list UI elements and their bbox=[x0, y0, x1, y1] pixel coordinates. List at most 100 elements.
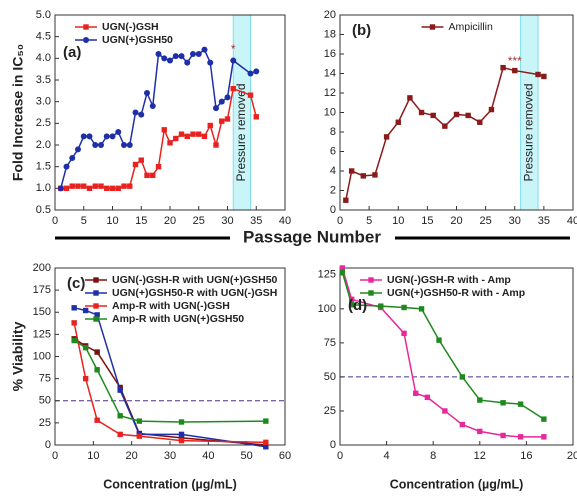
marker bbox=[339, 269, 346, 275]
marker bbox=[144, 172, 150, 179]
annotation: * bbox=[231, 42, 236, 56]
x-tick-label: 20 bbox=[126, 450, 138, 462]
legend-label: UGN(+)GSH50-R with UGN(-)GSH bbox=[112, 287, 277, 299]
marker bbox=[82, 375, 89, 382]
legend-label: Amp-R with UGN(-)GSH bbox=[112, 300, 230, 312]
label-bg bbox=[230, 226, 395, 248]
y-tick-label: 2.0 bbox=[36, 139, 51, 151]
marker bbox=[429, 24, 436, 30]
marker bbox=[161, 55, 168, 62]
marker bbox=[459, 374, 466, 380]
marker bbox=[230, 85, 236, 92]
marker bbox=[132, 109, 139, 116]
marker bbox=[121, 142, 127, 148]
y-tick-label: 75 bbox=[324, 337, 336, 349]
marker bbox=[190, 131, 196, 137]
marker bbox=[401, 330, 407, 337]
series-line bbox=[73, 339, 266, 423]
x-tick-label: 4 bbox=[384, 450, 390, 462]
marker bbox=[407, 95, 413, 101]
marker bbox=[117, 413, 123, 419]
y-tick-label: 2.5 bbox=[36, 117, 51, 129]
legend-label: UGN(+)GSH50 bbox=[102, 34, 173, 46]
x-tick-label: 10 bbox=[87, 450, 99, 462]
marker bbox=[517, 434, 524, 440]
marker bbox=[117, 431, 123, 438]
y-tick-label: 0 bbox=[45, 439, 51, 451]
marker bbox=[263, 444, 269, 450]
x-tick-label: 20 bbox=[164, 215, 176, 227]
x-tick-label: 0 bbox=[337, 450, 343, 462]
annotation: *** bbox=[508, 54, 522, 68]
y-tick-label: 25 bbox=[39, 417, 51, 429]
marker bbox=[94, 349, 100, 355]
y-tick-label: 100 bbox=[318, 303, 336, 315]
x-tick-label: 0 bbox=[337, 215, 343, 227]
marker bbox=[541, 416, 547, 422]
y-axis-label: % Viability bbox=[10, 321, 26, 391]
y-tick-label: 1.0 bbox=[36, 182, 51, 194]
marker bbox=[167, 140, 173, 146]
marker bbox=[477, 119, 483, 125]
y-axis-label: Fold Increase in IC₅₀ bbox=[10, 44, 26, 181]
plot-frame bbox=[339, 267, 574, 446]
marker bbox=[57, 185, 64, 192]
panel-label: (c) bbox=[67, 275, 85, 292]
y-tick-label: 16 bbox=[324, 48, 336, 60]
y-tick-label: 0.5 bbox=[36, 204, 51, 216]
marker bbox=[190, 51, 196, 57]
marker bbox=[173, 135, 179, 142]
marker bbox=[500, 64, 506, 71]
y-tick-label: 50 bbox=[39, 395, 51, 407]
y-tick-label: 14 bbox=[324, 67, 336, 79]
marker bbox=[459, 421, 466, 428]
marker bbox=[172, 53, 179, 60]
x-tick-label: 20 bbox=[567, 450, 577, 462]
marker bbox=[541, 434, 547, 440]
y-tick-label: 125 bbox=[318, 269, 336, 281]
marker bbox=[230, 57, 237, 64]
shade-label: Pressure removed bbox=[234, 83, 248, 181]
y-tick-label: 5.0 bbox=[36, 9, 51, 21]
x-tick-label: 15 bbox=[135, 215, 147, 227]
marker bbox=[184, 59, 191, 66]
marker bbox=[436, 337, 442, 343]
series-line bbox=[73, 307, 266, 448]
marker bbox=[247, 92, 254, 98]
marker bbox=[115, 129, 122, 135]
marker bbox=[348, 302, 355, 308]
series-line bbox=[345, 66, 545, 201]
marker bbox=[93, 290, 99, 296]
marker bbox=[93, 316, 99, 322]
marker bbox=[75, 183, 81, 189]
x-tick-label: 0 bbox=[52, 450, 58, 462]
x-tick-label: 60 bbox=[279, 450, 291, 462]
marker bbox=[378, 303, 384, 309]
y-tick-label: 0 bbox=[330, 439, 336, 451]
y-tick-label: 50 bbox=[324, 371, 336, 383]
marker bbox=[247, 70, 254, 77]
legend-label: UGN(-)GSH-R with UGN(+)GSH50 bbox=[112, 274, 278, 286]
marker bbox=[138, 111, 145, 118]
marker bbox=[224, 116, 231, 122]
marker bbox=[343, 197, 349, 203]
y-tick-label: 4.5 bbox=[36, 31, 51, 43]
marker bbox=[413, 390, 419, 396]
marker bbox=[144, 90, 150, 96]
marker bbox=[93, 277, 99, 283]
x-tick-label: 20 bbox=[450, 215, 462, 227]
marker bbox=[207, 122, 213, 129]
y-tick-label: 125 bbox=[33, 328, 51, 340]
marker bbox=[184, 133, 190, 140]
marker bbox=[368, 277, 374, 283]
marker bbox=[195, 51, 202, 57]
marker bbox=[500, 400, 506, 406]
marker bbox=[161, 127, 167, 133]
x-tick-label: 10 bbox=[392, 215, 404, 227]
marker bbox=[500, 432, 506, 439]
y-tick-label: 10 bbox=[324, 106, 336, 118]
x-tick-label: 25 bbox=[480, 215, 492, 227]
y-tick-label: 25 bbox=[324, 405, 336, 417]
marker bbox=[453, 111, 460, 118]
